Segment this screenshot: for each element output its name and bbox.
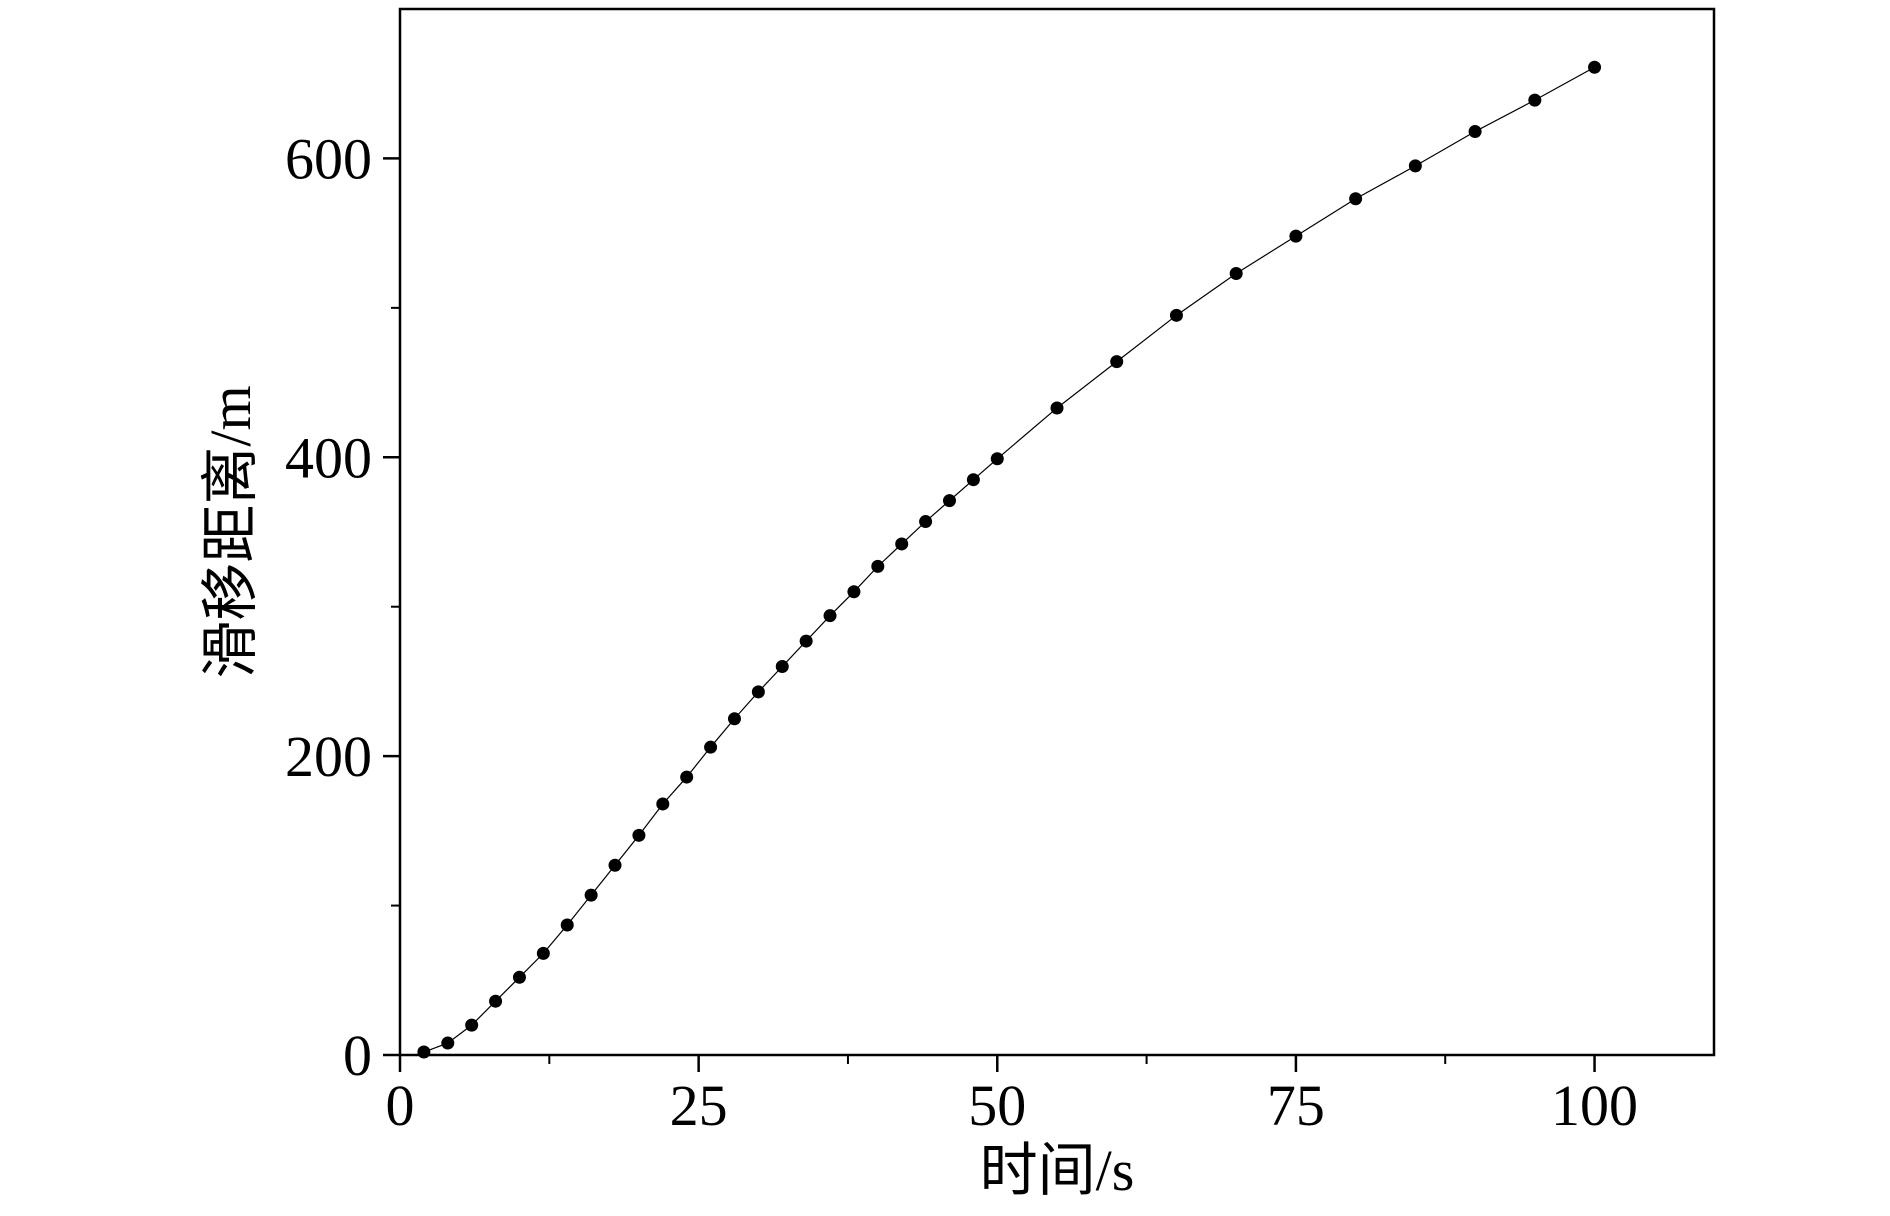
data-point xyxy=(823,609,837,623)
data-point xyxy=(1408,159,1422,173)
data-point xyxy=(560,918,574,932)
data-point xyxy=(536,946,550,960)
x-tick-label: 25 xyxy=(670,1073,728,1138)
data-point xyxy=(799,634,813,648)
data-point xyxy=(417,1045,431,1059)
data-point xyxy=(512,970,526,984)
x-tick-label: 100 xyxy=(1551,1073,1638,1138)
x-tick-label: 50 xyxy=(968,1073,1026,1138)
x-axis-label: 时间/s xyxy=(980,1138,1135,1203)
data-point xyxy=(1110,355,1124,369)
data-point xyxy=(632,828,646,842)
series-line xyxy=(423,66,1595,1053)
data-point xyxy=(608,858,622,872)
data-point xyxy=(680,770,694,784)
data-point xyxy=(1229,266,1243,280)
data-point xyxy=(775,659,789,673)
data-point xyxy=(465,1018,479,1032)
data-point xyxy=(871,559,885,573)
y-tick-label: 200 xyxy=(285,724,372,789)
data-point xyxy=(751,685,765,699)
data-point xyxy=(919,515,933,529)
data-point xyxy=(704,740,718,754)
data-point xyxy=(489,994,503,1008)
data-point xyxy=(895,537,909,551)
x-tick-label: 75 xyxy=(1267,1073,1325,1138)
data-point xyxy=(1349,192,1363,206)
y-tick-label: 600 xyxy=(285,126,372,191)
data-point xyxy=(584,888,598,902)
y-axis-label: 滑移距离/m xyxy=(198,385,263,678)
y-tick-label: 0 xyxy=(343,1023,372,1088)
data-point xyxy=(1050,401,1064,415)
data-point xyxy=(1289,229,1303,243)
data-point xyxy=(656,797,670,811)
data-point xyxy=(1588,60,1602,74)
data-point xyxy=(1528,93,1542,107)
data-point xyxy=(1169,308,1183,322)
x-tick-label: 0 xyxy=(386,1073,415,1138)
data-point xyxy=(727,712,741,726)
data-point xyxy=(847,585,861,599)
data-point xyxy=(966,473,980,487)
data-point xyxy=(942,494,956,508)
y-tick-label: 400 xyxy=(285,425,372,490)
plot-frame xyxy=(398,7,1716,1057)
data-point xyxy=(990,452,1004,466)
data-point xyxy=(1468,125,1482,139)
data-point xyxy=(441,1036,455,1050)
